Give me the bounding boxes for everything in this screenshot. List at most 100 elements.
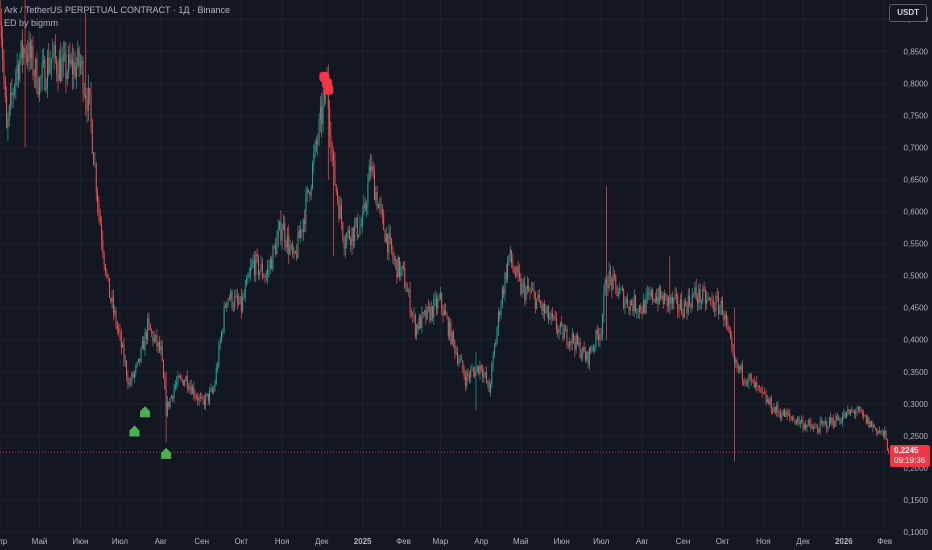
candle-body xyxy=(424,310,426,313)
candle-body xyxy=(190,386,192,394)
candle-body xyxy=(882,430,884,436)
candle-body xyxy=(450,322,452,344)
candle-body xyxy=(367,181,369,206)
candle-body xyxy=(710,298,712,300)
candle-body xyxy=(370,165,372,172)
candle-body xyxy=(530,290,532,292)
candle-body xyxy=(538,294,540,303)
candle-body xyxy=(72,59,74,75)
candle-body xyxy=(501,289,503,306)
candle-body xyxy=(776,405,778,413)
candle-body xyxy=(405,287,407,292)
time-tick-label: Дек xyxy=(315,537,329,546)
candle-body xyxy=(548,306,550,320)
signal-markers xyxy=(129,71,334,459)
price-tick-label: 0,5500 xyxy=(904,240,929,249)
candle-body xyxy=(698,288,700,303)
indicator-title[interactable]: ED by bigmm xyxy=(4,18,59,28)
candle-body xyxy=(513,268,515,274)
candle-body xyxy=(540,302,542,306)
candle-body xyxy=(331,152,333,154)
candle-body xyxy=(122,344,124,348)
candle-body xyxy=(778,412,780,414)
candle-body xyxy=(156,335,158,347)
candle-body xyxy=(607,284,609,289)
candle-body xyxy=(845,411,847,418)
time-tick-label: Дек xyxy=(796,537,810,546)
candle-body xyxy=(687,295,689,313)
candle-body xyxy=(399,257,401,277)
candle-body xyxy=(339,205,341,219)
candle-body xyxy=(529,290,531,292)
candle-body xyxy=(388,233,390,253)
candle-body xyxy=(649,293,651,297)
candle-body xyxy=(412,314,414,316)
candle-body xyxy=(373,171,375,200)
candle-body xyxy=(888,450,890,453)
candle-body xyxy=(443,310,445,316)
candle-body xyxy=(433,299,435,319)
price-tick-label: 0,7000 xyxy=(904,143,929,152)
candle-body xyxy=(823,421,825,424)
candle-body xyxy=(612,274,614,290)
candle-body xyxy=(404,267,406,288)
candle-body xyxy=(554,316,556,319)
candle-body xyxy=(133,372,135,378)
candle-body xyxy=(352,227,354,242)
candle-body xyxy=(246,277,248,287)
candle-body xyxy=(557,329,559,333)
candle-body xyxy=(699,288,701,303)
candle-body xyxy=(297,231,299,258)
candle-body xyxy=(857,407,859,412)
candle-body xyxy=(173,388,175,399)
candle-body xyxy=(7,119,9,128)
candle-body xyxy=(74,61,76,78)
candle-body xyxy=(406,291,408,293)
candle-body xyxy=(396,259,398,278)
candle-body xyxy=(93,153,95,166)
candle-body xyxy=(20,40,22,60)
candle-body xyxy=(464,376,466,386)
candle-body xyxy=(632,304,634,311)
candle-body xyxy=(11,92,13,96)
candle-body xyxy=(441,293,443,309)
price-tick-label: 0,2500 xyxy=(904,432,929,441)
symbol-title[interactable]: Ark / TetherUS PERPETUAL CONTRACT · 1Д ·… xyxy=(4,5,230,15)
candle-body xyxy=(207,393,209,401)
candle-body xyxy=(580,355,582,358)
candle-body xyxy=(284,223,286,243)
candle-body xyxy=(520,277,522,294)
candle-body xyxy=(570,341,572,344)
candle-body xyxy=(77,48,79,66)
candle-body xyxy=(152,332,154,342)
candle-body xyxy=(608,271,610,289)
candle-body xyxy=(451,331,453,344)
candle-body xyxy=(658,287,660,304)
candle-body xyxy=(509,250,511,255)
price-tick-label: 0,3000 xyxy=(904,400,929,409)
candle-body xyxy=(54,45,56,60)
candle-body xyxy=(555,318,557,330)
candle-body xyxy=(773,407,775,413)
currency-button[interactable]: USDT xyxy=(889,4,927,22)
candle-body xyxy=(615,276,617,286)
last-price-label: 0,2245 09:19:36 xyxy=(890,445,930,467)
candle-body xyxy=(606,280,608,285)
candle-body xyxy=(599,333,601,341)
candle-body xyxy=(192,386,194,394)
candle-body xyxy=(752,379,754,381)
candle-body xyxy=(126,361,128,377)
candle-body xyxy=(144,332,146,351)
candle-body xyxy=(603,292,605,316)
candle-body xyxy=(189,386,191,390)
candle-body xyxy=(515,273,517,276)
candle-body xyxy=(253,259,255,276)
candle-body xyxy=(553,316,555,318)
candle-body xyxy=(562,324,564,340)
candle-body xyxy=(835,415,837,427)
candle-body xyxy=(455,352,457,354)
candle-body xyxy=(372,166,374,172)
candle-body xyxy=(49,65,51,74)
candle-body xyxy=(107,274,109,278)
